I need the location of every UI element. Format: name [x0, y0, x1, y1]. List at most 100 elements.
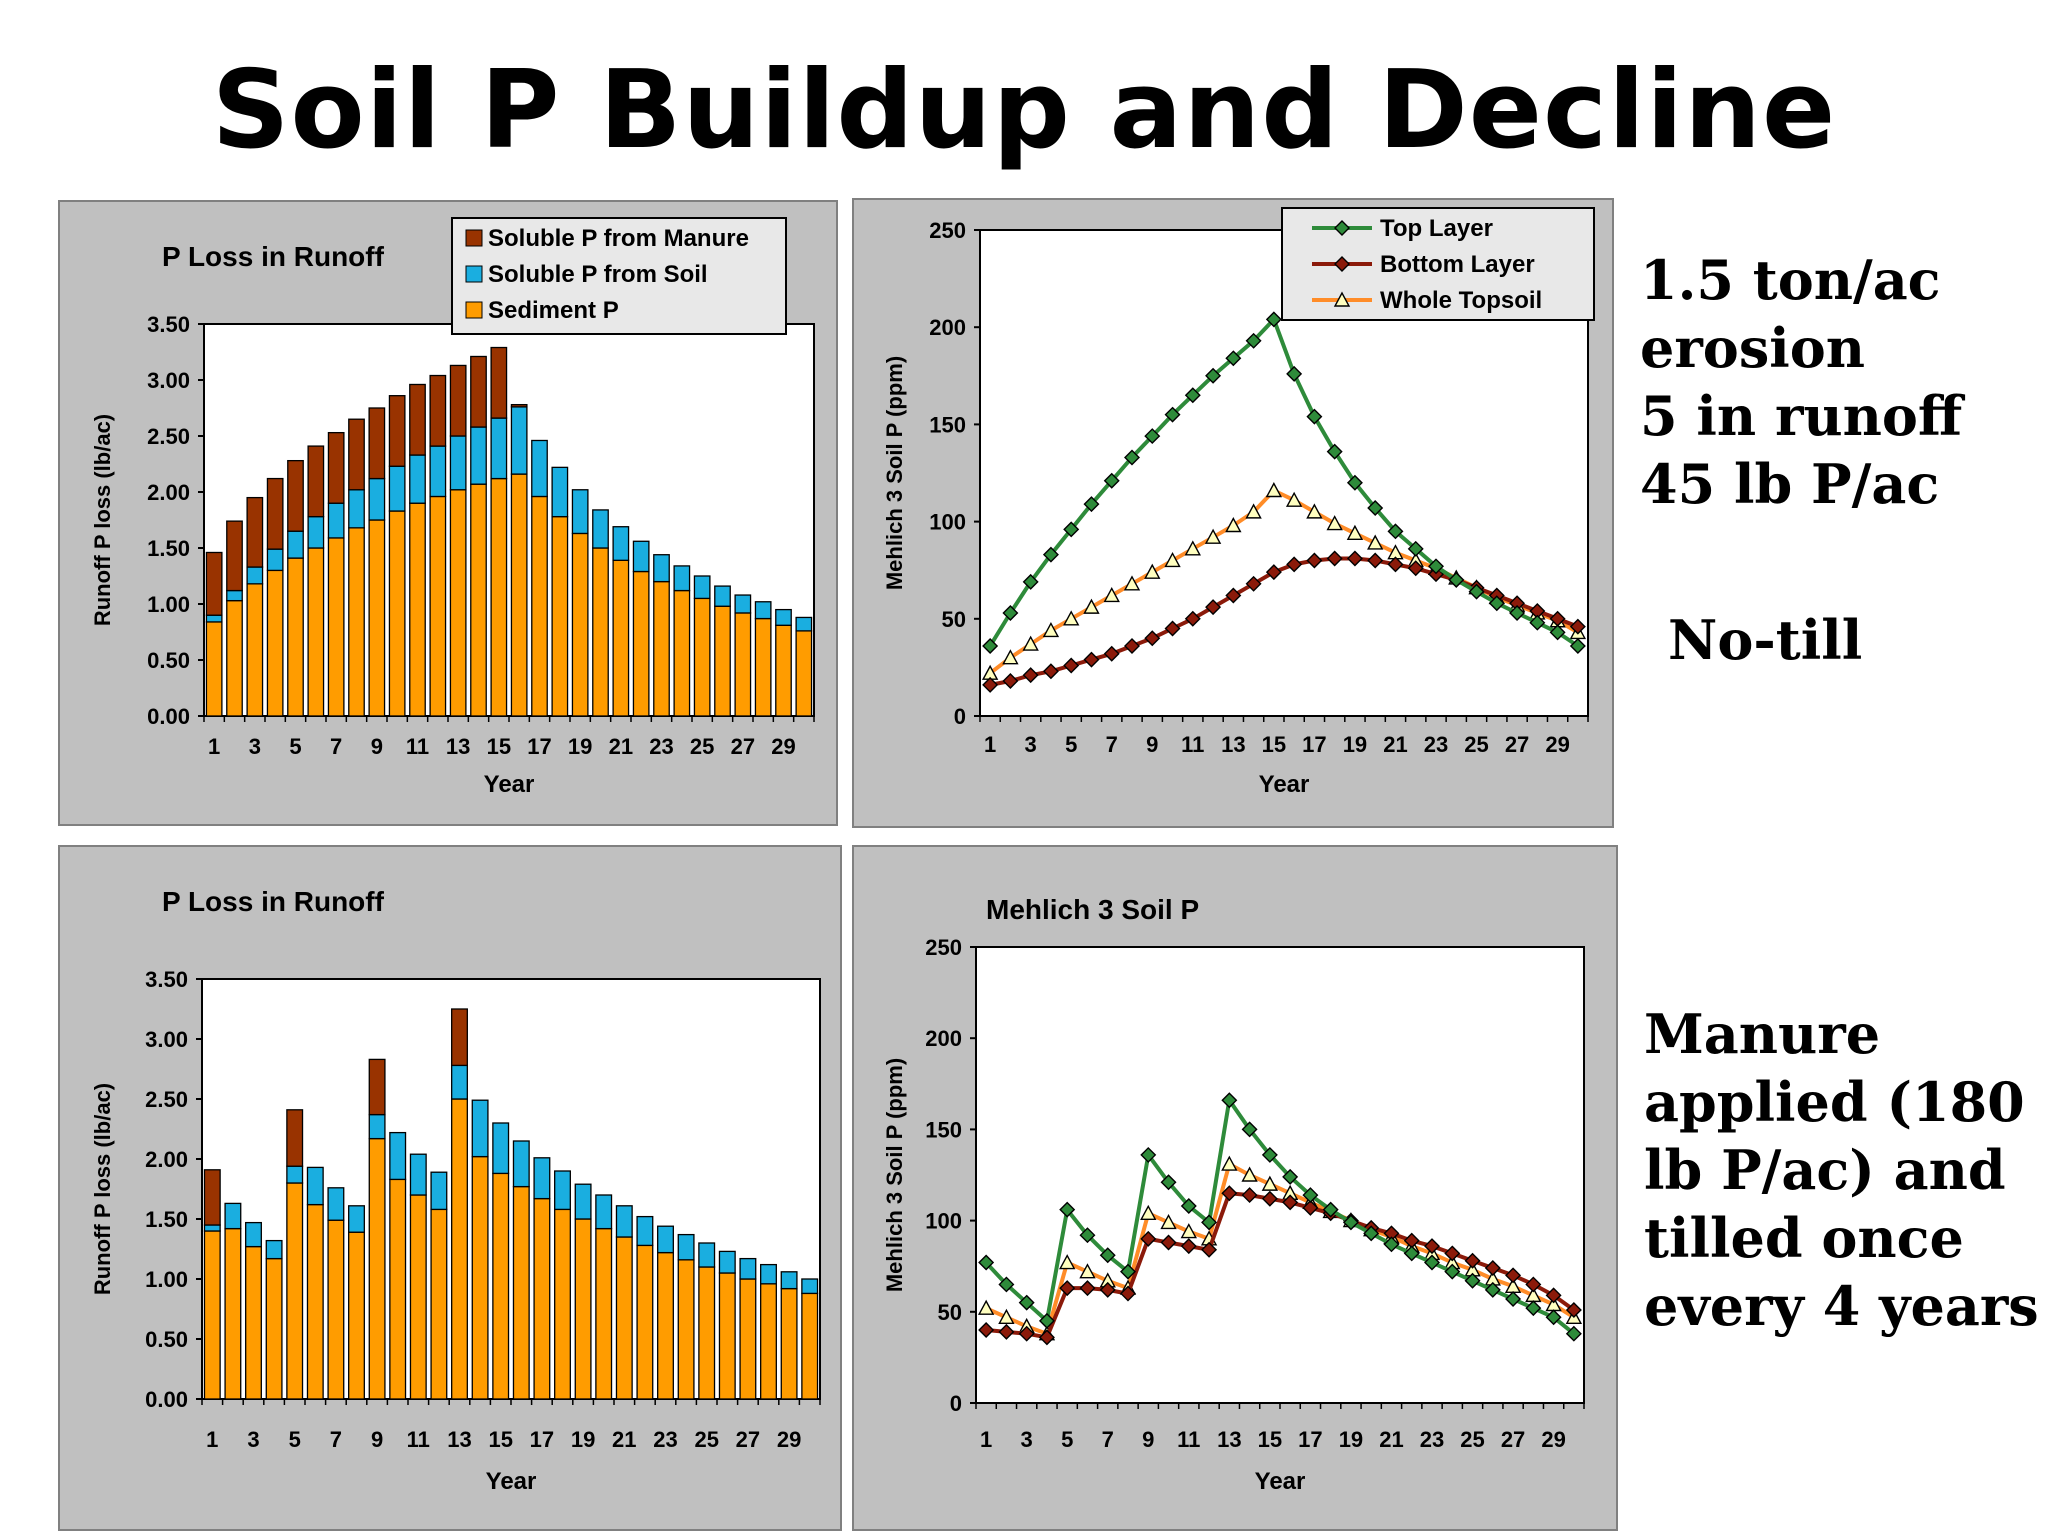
y-axis-label: Runoff P loss (lb/ac): [90, 414, 115, 626]
data-point: [1164, 620, 1181, 637]
bar-segment: [205, 551, 223, 616]
data-point: [1484, 1281, 1501, 1298]
bar-segment: [571, 489, 589, 535]
data-point: [1038, 1329, 1055, 1346]
x-tick-label: 21: [609, 734, 633, 759]
note-line: every 4 years: [1644, 1274, 2039, 1338]
bar-segment: [205, 614, 223, 623]
y-tick-label: 200: [929, 315, 966, 340]
data-point: [1103, 586, 1120, 603]
data-point: [1201, 1241, 1218, 1258]
x-tick-label: 1: [980, 1427, 992, 1452]
x-tick-label: 5: [1065, 732, 1077, 757]
data-point: [1099, 1247, 1116, 1264]
bar-segment: [203, 1230, 221, 1400]
bar-segment: [739, 1278, 757, 1400]
bar-segment: [429, 374, 447, 447]
y-tick-label: 150: [929, 412, 966, 437]
data-point: [1180, 1238, 1197, 1255]
data-point: [1221, 1092, 1238, 1109]
data-point: [1241, 1121, 1258, 1138]
bar-segment: [714, 605, 731, 717]
bar-segment: [306, 1203, 324, 1400]
x-tick-label: 13: [446, 734, 470, 759]
bar-segment: [368, 1137, 386, 1400]
bar-segment: [754, 601, 772, 620]
bar-segment: [698, 1266, 716, 1400]
bar-segment: [205, 621, 223, 717]
x-tick-label: 13: [447, 1427, 471, 1452]
bar-segment: [612, 559, 630, 717]
data-point: [1407, 560, 1424, 577]
note-line: lb P/ac) and: [1644, 1138, 2006, 1202]
bar-segment: [470, 426, 487, 485]
y-axis-label: Mehlich 3 Soil P (ppm): [882, 356, 907, 590]
data-point: [1565, 1325, 1582, 1342]
bar-segment: [388, 510, 406, 717]
y-tick-label: 1.00: [145, 1267, 188, 1292]
chart-panel-runoff-tilled: P Loss in Runoff 0.00 0.50 1.00 1.50 2.00 2.50…: [58, 845, 842, 1531]
y-tick-label: 1.50: [145, 1207, 188, 1232]
legend-label: Whole Topsoil: [1380, 287, 1542, 314]
data-point: [1565, 1301, 1582, 1318]
y-tick-label: 0.00: [145, 1387, 188, 1412]
legend-box: [451, 217, 787, 335]
x-tick-label: 21: [1379, 1427, 1403, 1452]
data-point: [1383, 1236, 1400, 1253]
data-point: [978, 1322, 995, 1339]
data-point: [1302, 1187, 1319, 1204]
bar-segment: [698, 1242, 716, 1268]
bar-segment: [389, 1178, 407, 1400]
legend-swatch: [465, 229, 483, 247]
data-point: [1444, 1245, 1461, 1262]
data-point: [1083, 598, 1100, 614]
data-point: [1245, 575, 1262, 592]
data-point: [1160, 1174, 1177, 1191]
data-point: [1505, 1267, 1522, 1284]
data-point: [1545, 1309, 1562, 1326]
bar-segment: [286, 1182, 304, 1400]
bar-segment: [574, 1218, 592, 1400]
bar-segment: [615, 1205, 633, 1238]
data-point: [1444, 1263, 1461, 1280]
x-tick-label: 23: [649, 734, 673, 759]
data-point: [1322, 1201, 1339, 1218]
note-line: 45 lb P/ac: [1640, 452, 1940, 516]
bar-segment: [266, 569, 284, 717]
bar-segment: [574, 1183, 592, 1220]
data-point: [1225, 587, 1242, 604]
data-point: [1184, 540, 1201, 556]
bar-segment: [734, 594, 752, 614]
data-point: [1002, 604, 1019, 621]
data-point: [1282, 1168, 1299, 1185]
x-tick-label: 11: [407, 1427, 430, 1452]
data-point: [1286, 365, 1303, 382]
data-point: [1225, 350, 1242, 367]
chart-panel-mehlich-tilled: Mehlich 3 Soil P 0 50 100 150 200 250 1 3 5 7 9 11 13…: [852, 845, 1618, 1531]
data-point: [1022, 667, 1039, 684]
bar-segment: [595, 1194, 613, 1230]
bar-segment: [430, 1171, 448, 1211]
bar-segment: [389, 1131, 407, 1181]
data-point: [1302, 1199, 1319, 1216]
data-point: [1569, 638, 1586, 655]
x-tick-label: 9: [371, 1427, 383, 1452]
bar-segment: [533, 1157, 551, 1200]
y-axis-label: Mehlich 3 Soil P (ppm): [882, 1058, 907, 1292]
x-tick-label: 3: [1025, 732, 1037, 757]
data-point: [1306, 503, 1323, 519]
x-tick-label: 17: [527, 734, 551, 759]
data-point: [1346, 524, 1364, 540]
bar-segment: [718, 1272, 736, 1400]
chart-title: P Loss in Runoff: [162, 886, 385, 917]
data-point: [1018, 1325, 1035, 1342]
data-point: [1265, 564, 1282, 581]
bar-segment: [510, 473, 528, 717]
y-tick-label: 0.50: [145, 1327, 188, 1352]
data-point: [998, 1276, 1015, 1293]
data-point: [1144, 630, 1161, 647]
bar-segment: [286, 1109, 304, 1167]
data-point: [1083, 496, 1100, 513]
data-point: [1225, 517, 1242, 533]
data-point: [1063, 521, 1080, 538]
